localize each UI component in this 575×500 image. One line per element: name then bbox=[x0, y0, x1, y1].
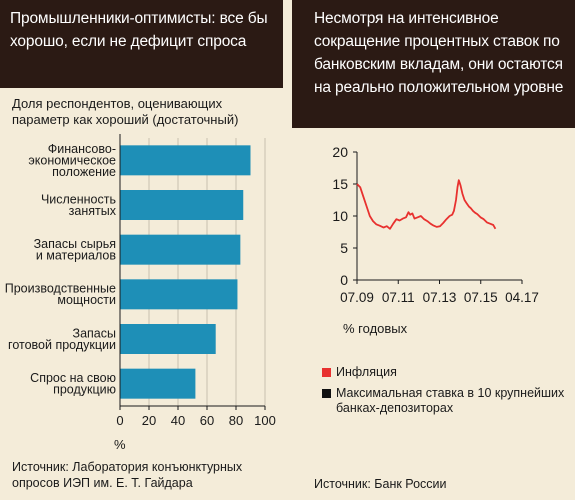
x-tick-label-1: 07.11 bbox=[382, 290, 415, 305]
category-label-0: Финансово-экономическое положение bbox=[28, 142, 116, 179]
left-chart-panel: Промышленники-оптимисты: все бы хорошо, … bbox=[0, 0, 283, 500]
left-chart-unit: % bbox=[114, 437, 126, 452]
category-label-line: Спрос на свою bbox=[30, 371, 116, 385]
x-tick-label-0: 07.09 bbox=[340, 290, 374, 305]
legend-label-max-rate: Максимальная ставка в 10 крупнейших банк… bbox=[336, 386, 565, 415]
category-label-line: Численность bbox=[41, 192, 116, 206]
x-tick-label-0: 0 bbox=[116, 413, 123, 428]
y-tick-label-2: 10 bbox=[332, 208, 348, 224]
line-chart: 0 5 10 15 20 07.09 07.11 07.13 07.15 04.17 bbox=[332, 144, 539, 305]
x-tick-label-2: 07.13 bbox=[423, 290, 457, 305]
x-tick-label-3: 60 bbox=[200, 413, 214, 428]
x-tick-label-4: 80 bbox=[229, 413, 243, 428]
series-line-0 bbox=[356, 179, 497, 230]
category-label-line: продукцию bbox=[53, 382, 116, 396]
bar-0 bbox=[120, 145, 251, 176]
bar-2 bbox=[120, 234, 241, 265]
bar-5 bbox=[120, 368, 196, 399]
category-label-5: Спрос на свою продукцию bbox=[30, 371, 116, 397]
right-chart-unit: % годовых bbox=[343, 321, 408, 336]
legend-swatch-inflation bbox=[322, 368, 331, 377]
category-label-1: Численность занятых bbox=[41, 192, 117, 218]
x-tick-label-4: 04.17 bbox=[505, 290, 539, 305]
category-label-line: и материалов bbox=[36, 248, 117, 262]
left-chart-title: Промышленники-оптимисты: все бы хорошо, … bbox=[0, 0, 283, 88]
category-label-2: Запасы сырья и материалов bbox=[34, 237, 117, 262]
y-tick-label-4: 20 bbox=[332, 144, 348, 160]
category-label-line: экономическое bbox=[28, 153, 116, 167]
category-label-line: готовой продукции bbox=[8, 338, 116, 352]
category-label-line: Запасы bbox=[73, 326, 116, 340]
y-tick-label-1: 5 bbox=[340, 240, 348, 256]
category-label-line: занятых bbox=[69, 204, 117, 218]
legend-swatch-max-rate bbox=[322, 389, 331, 398]
category-label-line: Запасы сырья bbox=[34, 237, 116, 251]
x-tick-label-2: 40 bbox=[171, 413, 185, 428]
x-tick-label-3: 07.15 bbox=[464, 290, 498, 305]
y-tick-label-0: 0 bbox=[340, 272, 348, 288]
category-label-line: мощности bbox=[57, 293, 116, 307]
category-label-line: Производственные bbox=[5, 282, 116, 296]
right-chart-panel: Несмотря на интенсивное сокращение проце… bbox=[292, 0, 575, 500]
x-tick-label-1: 20 bbox=[142, 413, 156, 428]
category-label-4: Запасы готовой продукции bbox=[8, 326, 116, 352]
left-chart-source: Источник: Лаборатория конъюнктурных опро… bbox=[12, 460, 243, 490]
bar-1 bbox=[120, 190, 244, 220]
left-chart-subtitle: Доля респондентов, оценивающих параметр … bbox=[12, 96, 239, 127]
bar-3 bbox=[120, 279, 238, 310]
right-chart-source: Источник: Банк России bbox=[314, 477, 447, 491]
y-tick-label-3: 15 bbox=[332, 176, 348, 192]
category-label-line: положение bbox=[52, 165, 116, 179]
bar-chart: Финансово-экономическое положение Численно… bbox=[5, 134, 276, 428]
category-label-line: Финансово- bbox=[48, 142, 116, 156]
legend-label-inflation: Инфляция bbox=[336, 365, 397, 379]
bar-4 bbox=[120, 324, 216, 354]
right-chart-title: Несмотря на интенсивное сокращение проце… bbox=[292, 0, 575, 128]
x-tick-label-5: 100 bbox=[254, 413, 276, 428]
category-label-3: Производственные мощности bbox=[5, 282, 116, 308]
